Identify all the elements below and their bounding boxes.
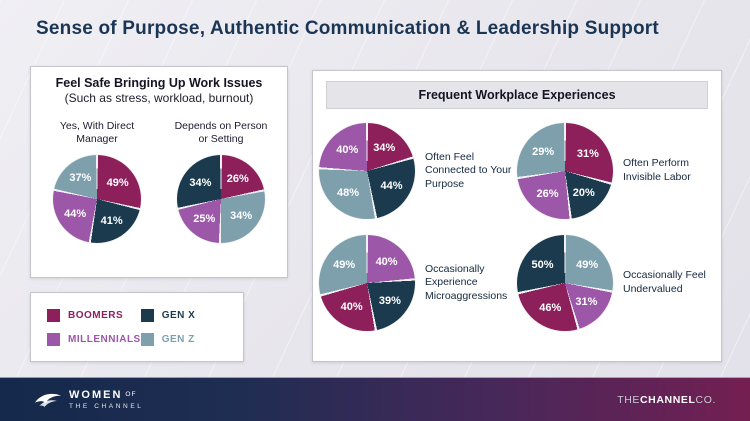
pie-value-label: 31% <box>576 147 599 160</box>
pie-value-label: 48% <box>337 186 360 199</box>
pie-value-label: 44% <box>380 180 403 193</box>
logo-line2: THE CHANNEL <box>69 402 144 410</box>
pie-caption-direct-manager: Yes, With Direct Manager <box>59 120 135 146</box>
experiences-grid: 34% 44% 48% 40% Often Feel Connected to You… <box>313 109 721 331</box>
experience-cell-microaggressions: 40% 39% 40% 49% Occasionally Experience Mic… <box>319 235 517 331</box>
feel-safe-panel: Feel Safe Bringing Up Work Issues (Such … <box>30 66 288 278</box>
experiences-panel-title: Frequent Workplace Experiences <box>326 81 708 109</box>
legend-label-genz: GEN Z <box>161 333 195 345</box>
pie-value-label: 49% <box>576 258 599 271</box>
bird-wings-icon <box>34 393 62 407</box>
pie-value-label: 25% <box>193 213 216 226</box>
legend-item-genx: GEN X <box>140 308 227 322</box>
pie-value-label: 29% <box>532 146 555 159</box>
pie-caption-undervalued: Occasionally Feel Undervalued <box>623 269 706 295</box>
brand-channel: CHANNEL <box>640 393 696 406</box>
feel-safe-panel-title: Feel Safe Bringing Up Work Issues <box>55 76 263 90</box>
pie-chart-depends-setting: 26% 34% 25% 34% <box>177 155 265 243</box>
pie-caption-depends-setting: Depends on Person or Setting <box>174 120 268 146</box>
logo-word-of: OF <box>125 391 137 399</box>
experiences-panel: Frequent Workplace Experiences 34% 44% 48%… <box>312 70 722 362</box>
experience-cell-invisible-labor: 31% 20% 26% 29% Often Perform Invisible Lab… <box>517 123 715 219</box>
pie-value-label: 26% <box>226 172 249 185</box>
pie-chart-connected-to-purpose: 34% 44% 48% 40% <box>319 123 415 219</box>
pie-value-label: 34% <box>373 141 396 154</box>
pie-value-label: 39% <box>378 294 401 307</box>
legend-label-millennials: MILLENNIALS <box>68 333 141 345</box>
women-of-the-channel-logo: WOMEN OF THE CHANNEL <box>34 389 143 410</box>
legend-swatch-boomers <box>47 308 60 322</box>
page-title: Sense of Purpose, Authentic Communicatio… <box>36 18 659 39</box>
pie-figure-direct-manager: Yes, With Direct Manager 49% 41% 44% 37% <box>38 120 156 243</box>
legend-label-genx: GEN X <box>161 309 196 321</box>
feel-safe-panel-header: Feel Safe Bringing Up Work Issues (Such … <box>31 67 287 112</box>
pie-value-label: 31% <box>575 296 598 309</box>
pie-value-label: 40% <box>336 144 359 157</box>
legend-item-genz: GEN Z <box>140 332 227 346</box>
pie-value-label: 50% <box>531 258 554 271</box>
experience-cell-purpose: 34% 44% 48% 40% Often Feel Connected to You… <box>319 123 517 219</box>
legend-swatch-millennials <box>47 332 60 346</box>
pie-value-label: 37% <box>69 172 92 185</box>
pie-chart-microaggressions: 40% 39% 40% 49% <box>319 235 415 331</box>
the-channel-co-logo: THECHANNELCO. <box>617 394 716 406</box>
pie-value-label: 49% <box>106 176 129 189</box>
legend-swatch-genz <box>140 332 154 346</box>
pie-caption-microaggressions: Occasionally Experience Microaggressions <box>425 262 508 302</box>
pie-caption-connected-to-purpose: Often Feel Connected to Your Purpose <box>425 150 512 190</box>
pie-figure-depends-setting: Depends on Person or Setting 26% 34% 25% 34… <box>162 120 280 243</box>
pie-value-label: 34% <box>189 176 212 189</box>
pie-chart-direct-manager: 49% 41% 44% 37% <box>53 155 141 243</box>
brand-the: THE <box>617 393 640 406</box>
legend-swatch-genx <box>140 308 154 322</box>
pie-value-label: 41% <box>100 214 123 227</box>
logo-word-women: WOMEN <box>69 389 123 402</box>
logo-line1: WOMEN OF <box>69 389 143 401</box>
legend-label-boomers: BOOMERS <box>68 309 124 321</box>
pie-value-label: 40% <box>340 301 363 314</box>
generation-legend: BOOMERS GEN X MILLENNIALS GEN Z <box>30 292 244 362</box>
footer-bar: WOMEN OF THE CHANNEL THECHANNELCO. <box>0 377 750 421</box>
pie-chart-undervalued: 49% 31% 46% 50% <box>517 235 613 331</box>
pie-value-label: 34% <box>230 209 253 222</box>
pie-value-label: 44% <box>64 207 87 220</box>
pie-value-label: 49% <box>333 259 356 272</box>
logo-text: WOMEN OF THE CHANNEL <box>69 389 143 409</box>
feel-safe-pie-row: Yes, With Direct Manager 49% 41% 44% 37% De… <box>31 120 287 243</box>
legend-item-millennials: MILLENNIALS <box>47 332 141 346</box>
pie-value-label: 26% <box>536 187 559 200</box>
pie-caption-invisible-labor: Often Perform Invisible Labor <box>623 157 691 183</box>
experience-cell-undervalued: 49% 31% 46% 50% Occasionally Feel Undervalu… <box>517 235 715 331</box>
pie-value-label: 20% <box>572 186 595 199</box>
legend-item-boomers: BOOMERS <box>47 308 141 322</box>
pie-value-label: 46% <box>539 301 562 314</box>
brand-co: CO. <box>695 393 716 406</box>
feel-safe-panel-subtitle: (Such as stress, workload, burnout) <box>64 91 254 105</box>
pie-chart-invisible-labor: 31% 20% 26% 29% <box>517 123 613 219</box>
pie-value-label: 40% <box>375 255 398 268</box>
